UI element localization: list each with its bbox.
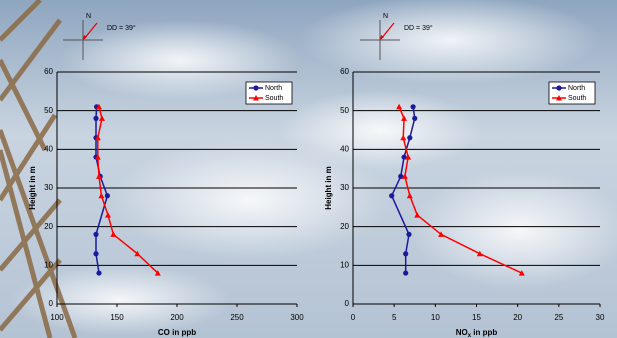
- compass-label: N: [383, 13, 388, 20]
- data-point: [396, 103, 403, 110]
- data-point: [414, 212, 421, 218]
- x-tick-label: 5: [392, 313, 397, 322]
- data-point: [105, 212, 111, 218]
- x-tick-label: 200: [170, 313, 184, 322]
- data-point: [401, 173, 408, 179]
- y-tick-label: 0: [345, 299, 350, 308]
- y-tick-label: 20: [44, 222, 53, 231]
- y-tick-label: 30: [44, 183, 53, 192]
- wind-arrow: [380, 22, 395, 40]
- data-point: [98, 192, 105, 199]
- series-line: [398, 106, 523, 274]
- y-tick-label: 50: [44, 106, 53, 115]
- y-tick-label: 10: [340, 260, 349, 269]
- x-tick-label: 10: [431, 313, 440, 322]
- data-point: [401, 115, 408, 121]
- x-axis-label-rest: in ppb: [471, 328, 497, 337]
- legend-label: North: [568, 85, 585, 92]
- y-tick-label: 60: [44, 67, 53, 76]
- data-point: [94, 154, 101, 160]
- y-axis-label: Height in m: [28, 166, 37, 210]
- legend-label: South: [265, 95, 283, 102]
- data-point: [412, 115, 418, 121]
- x-tick-label: 300: [290, 313, 304, 322]
- data-point: [96, 173, 102, 179]
- legend-label: North: [265, 85, 282, 92]
- x-tick-label: 20: [513, 313, 522, 322]
- wind-arrow: [83, 22, 98, 40]
- data-point: [93, 251, 99, 257]
- x-tick-label: 25: [554, 313, 563, 322]
- y-axis-label: Height in m: [324, 166, 333, 210]
- data-point: [389, 193, 395, 199]
- data-point: [410, 104, 416, 110]
- y-tick-label: 40: [340, 144, 349, 153]
- x-axis-label-sub: x: [468, 333, 472, 338]
- data-point: [110, 231, 117, 237]
- data-point: [476, 250, 483, 257]
- legend-marker: [556, 85, 562, 91]
- data-point: [438, 231, 445, 237]
- legend-marker: [253, 85, 259, 91]
- data-point: [401, 154, 407, 160]
- x-tick-label: 15: [472, 313, 481, 322]
- data-point: [405, 154, 412, 160]
- tower: [0, 0, 78, 338]
- data-point: [94, 134, 101, 141]
- data-point: [407, 135, 413, 141]
- x-tick-label: 150: [110, 313, 124, 322]
- data-point: [154, 270, 161, 276]
- data-point: [99, 115, 105, 121]
- x-tick-label: 100: [50, 313, 64, 322]
- data-point: [403, 270, 409, 276]
- data-point: [93, 115, 99, 121]
- y-tick-label: 40: [44, 144, 53, 153]
- y-tick-label: 30: [340, 183, 349, 192]
- x-tick-label: 250: [230, 313, 244, 322]
- legend-marker: [556, 95, 562, 101]
- data-point: [406, 192, 413, 199]
- data-point: [104, 193, 110, 199]
- data-point: [96, 270, 102, 276]
- x-tick-label: 30: [596, 313, 605, 322]
- y-tick-label: 50: [340, 106, 349, 115]
- data-point: [403, 251, 409, 257]
- compass-text: DD = 39°: [404, 24, 433, 32]
- data-point: [96, 103, 102, 110]
- data-point: [400, 134, 407, 141]
- data-point: [93, 231, 99, 237]
- data-point: [398, 173, 404, 179]
- data-point: [518, 270, 525, 276]
- wind-arrow-head: [380, 35, 384, 40]
- x-axis-label: NOx in ppb: [456, 328, 498, 338]
- x-axis-label-main: NO: [456, 328, 468, 337]
- x-axis-label: CO in ppb: [158, 328, 196, 337]
- wind-arrow-head: [83, 35, 87, 40]
- y-tick-label: 10: [44, 260, 53, 269]
- x-tick-label: 0: [351, 313, 356, 322]
- data-point: [134, 250, 141, 257]
- compass-label: N: [86, 13, 91, 20]
- legend-marker: [253, 95, 259, 101]
- compass-text: DD = 39°: [107, 24, 136, 32]
- y-tick-label: 0: [49, 299, 54, 308]
- y-tick-label: 60: [340, 67, 349, 76]
- legend-label: South: [568, 95, 586, 102]
- series-line: [97, 106, 159, 274]
- y-tick-label: 20: [340, 222, 349, 231]
- data-point: [406, 231, 412, 237]
